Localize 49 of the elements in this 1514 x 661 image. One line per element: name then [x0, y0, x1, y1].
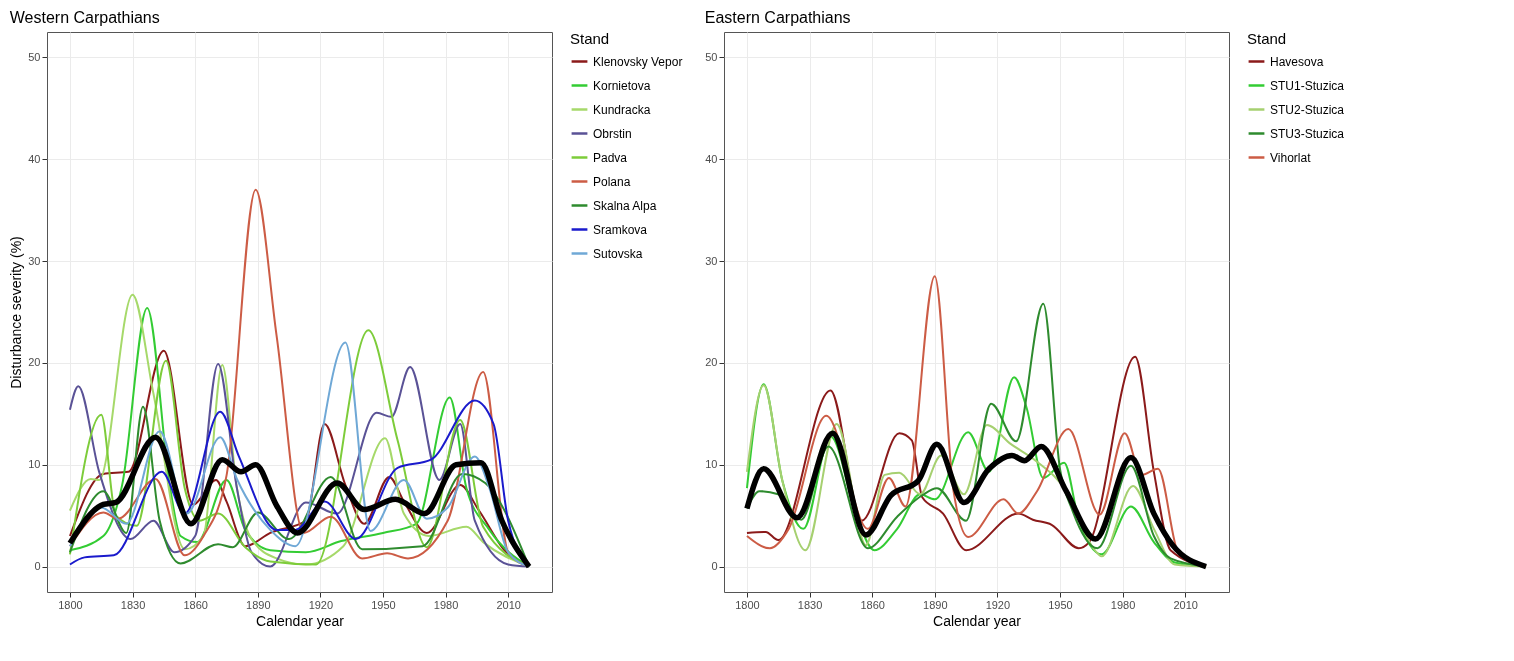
y-tick-label: 20 — [705, 356, 718, 369]
x-tick-label: 1890 — [923, 598, 948, 611]
x-tick-label: 1950 — [371, 598, 396, 611]
y-tick-label: 50 — [28, 50, 41, 63]
x-tick-label: 1860 — [860, 598, 885, 611]
legend-label: Havesova — [1270, 54, 1324, 69]
x-tick-label: 2010 — [496, 598, 521, 611]
legend-label: Padva — [593, 150, 628, 165]
x-tick-label: 1860 — [183, 598, 208, 611]
x-tick-label: 1950 — [1048, 598, 1073, 611]
legend-label: Sutovska — [593, 246, 643, 261]
y-tick-label: 40 — [28, 152, 41, 165]
legend-label: Sramkova — [593, 222, 648, 237]
y-tick-label: 20 — [28, 356, 41, 369]
y-tick-label: 30 — [705, 254, 718, 267]
y-axis-title: Disturbance severity (%) — [8, 236, 25, 389]
y-tick-label: 50 — [705, 50, 718, 63]
y-tick-label: 40 — [705, 152, 718, 165]
legend-label: STU3-Stuzica — [1270, 126, 1345, 141]
legend-label: STU1-Stuzica — [1270, 78, 1345, 93]
legend-title: Stand — [1247, 30, 1287, 47]
legend-label: Klenovsky Vepor — [593, 54, 683, 69]
legend-title: Stand — [570, 30, 610, 47]
x-tick-label: 1980 — [1110, 598, 1136, 611]
legend-label: Kundracka — [593, 102, 651, 117]
x-axis-title: Calendar year — [933, 612, 1022, 629]
x-tick-label: 1920 — [308, 598, 334, 611]
x-axis-title: Calendar year — [256, 612, 345, 629]
legend-label: Skalna Alpa — [593, 198, 657, 213]
legend-label: Kornietova — [593, 78, 651, 93]
x-tick-label: 1830 — [797, 598, 823, 611]
x-tick-label: 1920 — [985, 598, 1011, 611]
legend-label: Polana — [593, 174, 631, 189]
y-tick-label: 0 — [34, 560, 41, 573]
x-tick-label: 1980 — [433, 598, 459, 611]
legend-label: Obrstin — [593, 126, 632, 141]
x-tick-label: 1830 — [120, 598, 146, 611]
y-tick-label: 10 — [705, 458, 718, 471]
x-tick-label: 1890 — [246, 598, 271, 611]
x-tick-label: 1800 — [58, 598, 83, 611]
y-tick-label: 10 — [28, 458, 41, 471]
legend-label: Vihorlat — [1270, 150, 1312, 165]
y-tick-label: 30 — [28, 254, 41, 267]
legend-label: STU2-Stuzica — [1270, 102, 1345, 117]
y-tick-label: 0 — [711, 560, 718, 573]
chart-title: Eastern Carpathians — [704, 9, 851, 26]
x-tick-label: 2010 — [1173, 598, 1198, 611]
chart-title: Western Carpathians — [9, 9, 160, 26]
x-tick-label: 1800 — [735, 598, 760, 611]
